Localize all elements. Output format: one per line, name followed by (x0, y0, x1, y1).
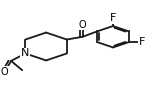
Text: F: F (138, 37, 145, 47)
Text: F: F (110, 13, 116, 23)
Text: O: O (79, 20, 87, 30)
Text: N: N (21, 48, 30, 58)
Text: O: O (1, 67, 8, 77)
